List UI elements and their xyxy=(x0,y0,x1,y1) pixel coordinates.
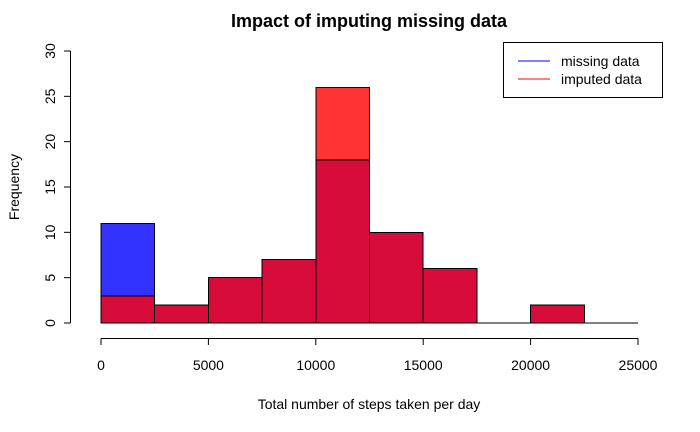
imputed-data-bar-4 xyxy=(315,86,370,161)
overlap-bar-3 xyxy=(261,259,317,324)
overlap-bar-1 xyxy=(154,304,209,324)
missing-data-bar-0 xyxy=(100,222,156,297)
x-tick-label-0: 0 xyxy=(97,357,105,373)
y-tick-label-1: 5 xyxy=(42,274,58,282)
y-tick-label-0: 0 xyxy=(42,319,58,327)
legend-label-1: imputed data xyxy=(561,71,642,87)
overlap-bar-8 xyxy=(530,304,585,324)
overlap-bar-0 xyxy=(100,295,156,324)
x-tick-label-2: 10000 xyxy=(296,357,335,373)
chart-title: Impact of imputing missing data xyxy=(231,11,508,31)
y-tick-label-2: 10 xyxy=(42,224,58,240)
x-tick-label-3: 15000 xyxy=(404,357,443,373)
x-axis-title: Total number of steps taken per day xyxy=(258,396,481,412)
legend-label-0: missing data xyxy=(561,53,640,69)
x-tick-label-1: 5000 xyxy=(193,357,224,373)
overlap-bar-6 xyxy=(422,268,478,324)
x-tick-label-4: 20000 xyxy=(511,357,550,373)
overlap-bar-4 xyxy=(315,159,370,324)
y-tick-label-5: 25 xyxy=(42,88,58,104)
overlap-bar-5 xyxy=(369,231,424,324)
bars-group xyxy=(100,86,638,324)
y-axis-title: Frequency xyxy=(6,154,22,220)
y-tick-label-6: 30 xyxy=(42,43,58,59)
legend-box xyxy=(503,42,663,98)
axes-group: 0 5000 10000 15000 20000 25000 0 5 10 15 20 25 30 xyxy=(42,43,658,373)
x-tick-label-5: 25000 xyxy=(619,357,658,373)
y-tick-label-4: 20 xyxy=(42,134,58,150)
overlap-bar-2 xyxy=(207,277,263,324)
y-tick-label-3: 15 xyxy=(42,179,58,195)
legend: missing data imputed data xyxy=(503,42,663,98)
